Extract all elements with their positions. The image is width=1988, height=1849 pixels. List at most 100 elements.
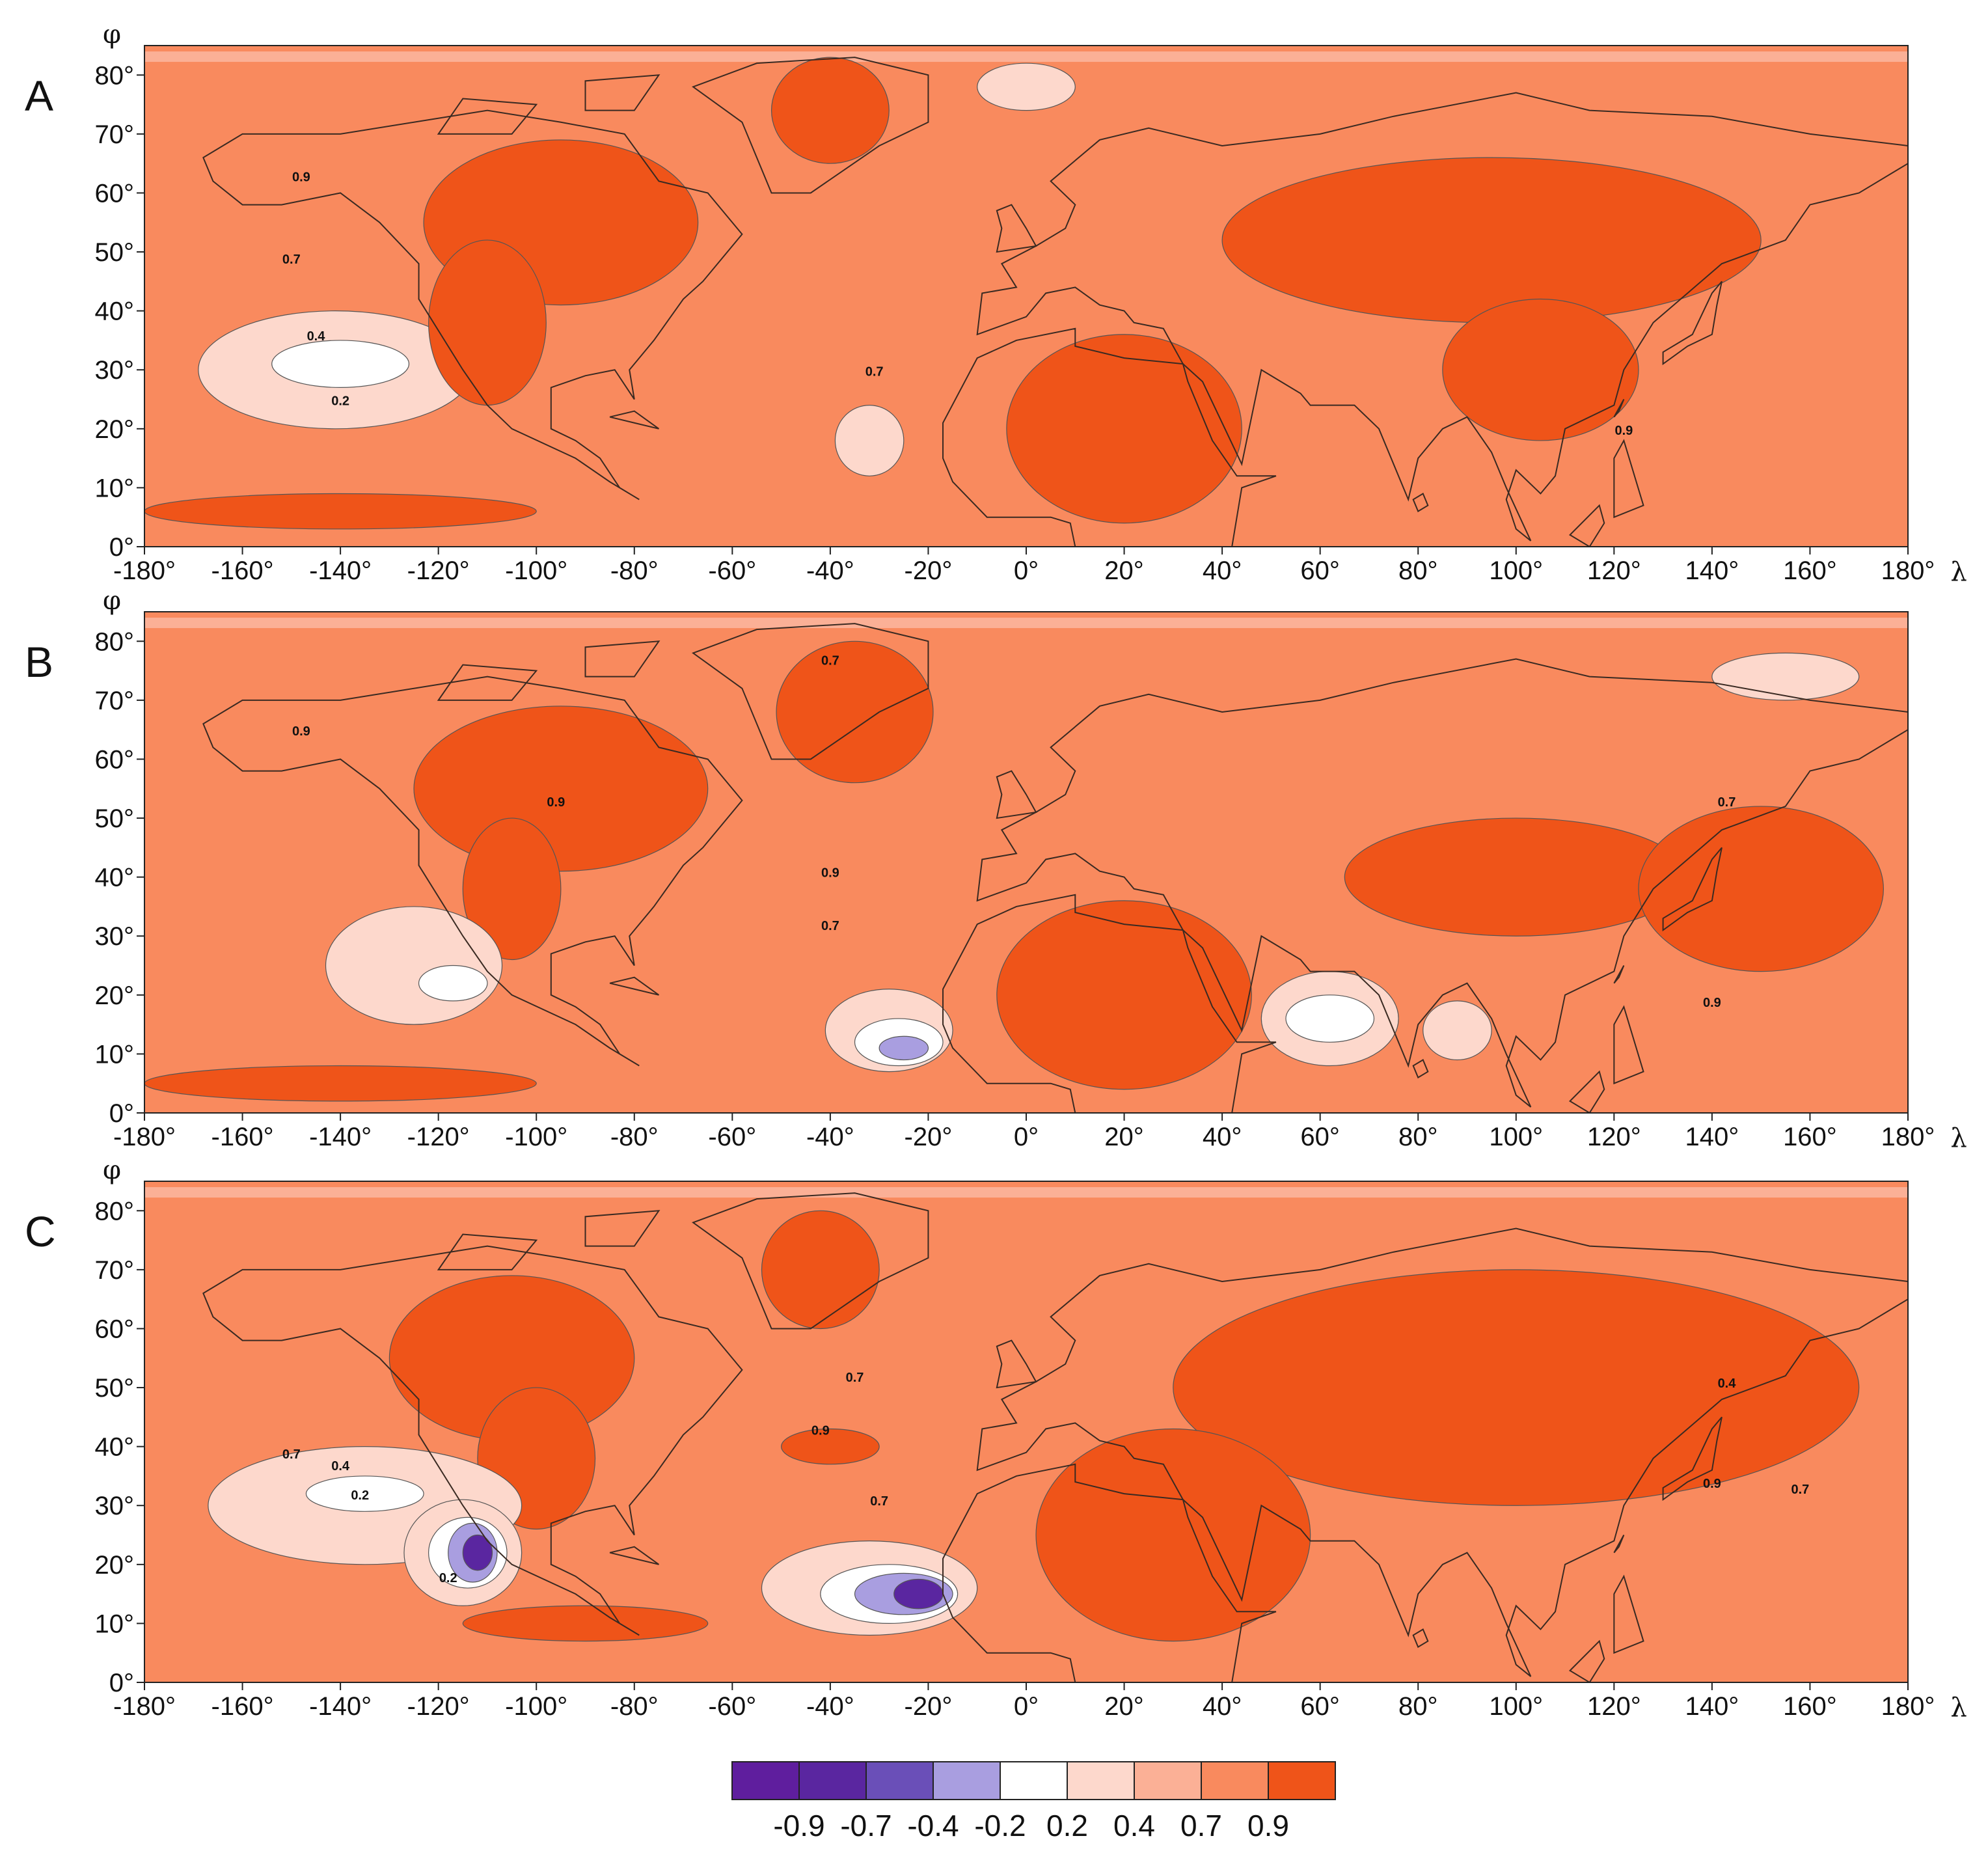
y-tick-label: 30° (95, 356, 135, 385)
y-tick-label: 30° (95, 1492, 135, 1520)
coastline (976, 92, 1908, 541)
coastline (1613, 1574, 1644, 1654)
x-tick-label: 20° (1104, 1692, 1144, 1721)
coastline (202, 676, 743, 1067)
y-tick-label: 70° (95, 1256, 135, 1285)
contour-label: 0.7 (865, 364, 884, 379)
x-tick-label: -160° (211, 1123, 274, 1151)
x-axis-symbol: λ (1950, 1693, 1967, 1723)
x-tick-label: 0° (1014, 1692, 1039, 1721)
y-axis-symbol: φ (103, 20, 121, 49)
contour-region (878, 1035, 929, 1061)
y-tick-label: 50° (95, 238, 135, 267)
contour-region (462, 1534, 493, 1571)
contour-label: 0.9 (811, 1424, 830, 1438)
contour-label: 0.9 (821, 866, 839, 881)
panel-letter: A (25, 72, 53, 120)
coastline (996, 770, 1037, 819)
x-tick-label: 40° (1203, 556, 1242, 585)
coastline (976, 658, 1908, 1108)
x-tick-label: -60° (708, 1692, 756, 1721)
x-tick-label: -180° (113, 556, 176, 585)
y-tick-label: 10° (95, 1609, 135, 1638)
y-tick-label: 60° (95, 1315, 135, 1343)
y-axis-symbol: φ (103, 586, 121, 616)
y-tick-label: 20° (95, 981, 135, 1010)
contour-region (834, 404, 905, 476)
x-tick-label: 140° (1685, 1123, 1739, 1151)
x-tick-label: -180° (113, 1692, 176, 1721)
coastline (437, 1233, 538, 1270)
contour-region (1173, 1269, 1860, 1506)
colorbar-swatch (933, 1761, 1001, 1800)
x-tick-label: 180° (1881, 1123, 1935, 1151)
coastline (692, 1192, 929, 1330)
coastline (1568, 1639, 1605, 1682)
colorbar: -0.9 -0.7 -0.4 -0.2 0.2 0.4 0.7 0.9 (731, 1761, 1336, 1842)
contour-label: 0.7 (1718, 795, 1736, 810)
y-tick-label: 20° (95, 1551, 135, 1580)
field-band (144, 51, 1908, 62)
coastline (942, 1463, 1277, 1682)
contour-label: 0.9 (1614, 424, 1633, 438)
contour-label: 0.4 (331, 1459, 350, 1473)
x-tick-label: 160° (1783, 1692, 1837, 1721)
x-tick-label: 160° (1783, 1123, 1837, 1151)
x-tick-label: 180° (1881, 556, 1935, 585)
contour-region (1423, 1000, 1492, 1061)
y-tick-label: 60° (95, 745, 135, 774)
coastline (1613, 965, 1625, 984)
x-tick-label: 20° (1104, 1123, 1144, 1151)
y-tick-label: 40° (95, 297, 135, 326)
x-tick-label: 100° (1489, 556, 1543, 585)
colorbar-label: -0.2 (974, 1809, 1026, 1842)
x-tick-label: 160° (1783, 556, 1837, 585)
coastline (202, 1245, 743, 1636)
x-tick-label: 80° (1398, 1692, 1438, 1721)
contour-region (428, 240, 547, 406)
y-tick-label: 10° (95, 1040, 135, 1069)
contour-region (977, 62, 1076, 111)
contour-label: 0.4 (307, 329, 326, 344)
coastline (1568, 1070, 1605, 1113)
coastline (1412, 493, 1429, 513)
x-tick-label: -80° (610, 1123, 659, 1151)
x-tick-label: -100° (505, 1123, 567, 1151)
contour-region (781, 1428, 880, 1465)
x-tick-label: 120° (1587, 556, 1641, 585)
y-tick-label: 40° (95, 864, 135, 892)
x-tick-label: -140° (309, 556, 372, 585)
y-tick-label: 0° (109, 1669, 134, 1697)
x-tick-label: 60° (1300, 1123, 1340, 1151)
contour-region (776, 640, 934, 784)
coastline (1613, 399, 1625, 418)
y-tick-label: 60° (95, 179, 135, 208)
colorbar-swatch (865, 1761, 934, 1800)
y-tick-label: 50° (95, 1374, 135, 1403)
x-tick-label: -120° (407, 1692, 470, 1721)
x-tick-label: 60° (1300, 1692, 1340, 1721)
contour-label: 0.2 (439, 1571, 457, 1585)
colorbar-label: 0.4 (1113, 1809, 1155, 1842)
y-tick-label: 10° (95, 474, 135, 502)
coastline (1613, 439, 1644, 519)
contour-label: 0.4 (1718, 1376, 1737, 1391)
panel-a: 0.9 0.7 0.4 0.2 0.7 0.9 Aφ 0° 10° 20° 30° 40° 50° 60°… (25, 20, 1967, 587)
x-tick-label: 40° (1203, 1123, 1242, 1151)
x-tick-label: -20° (905, 1692, 953, 1721)
y-tick-label: 80° (95, 61, 135, 90)
colorbar-label: 0.7 (1180, 1809, 1222, 1842)
x-tick-label: -180° (113, 1123, 176, 1151)
x-tick-label: 100° (1489, 1123, 1543, 1151)
colorbar-swatch (1134, 1761, 1202, 1800)
contour-label: 0.9 (1703, 996, 1721, 1010)
x-tick-label: 120° (1587, 1123, 1641, 1151)
contour-region (1344, 817, 1688, 937)
panel-b: 0.9 0.9 0.7 0.7 0.9 0.7 0.9 Bφ 0° 10° 20° 30° 40° 50°… (25, 586, 1967, 1153)
x-tick-label: 100° (1489, 1692, 1543, 1721)
contour-label: 0.2 (351, 1488, 369, 1503)
contour-label: 0.7 (821, 654, 839, 668)
contour-label: 0.7 (1791, 1483, 1809, 1497)
colorbar-label: -0.9 (773, 1809, 824, 1842)
